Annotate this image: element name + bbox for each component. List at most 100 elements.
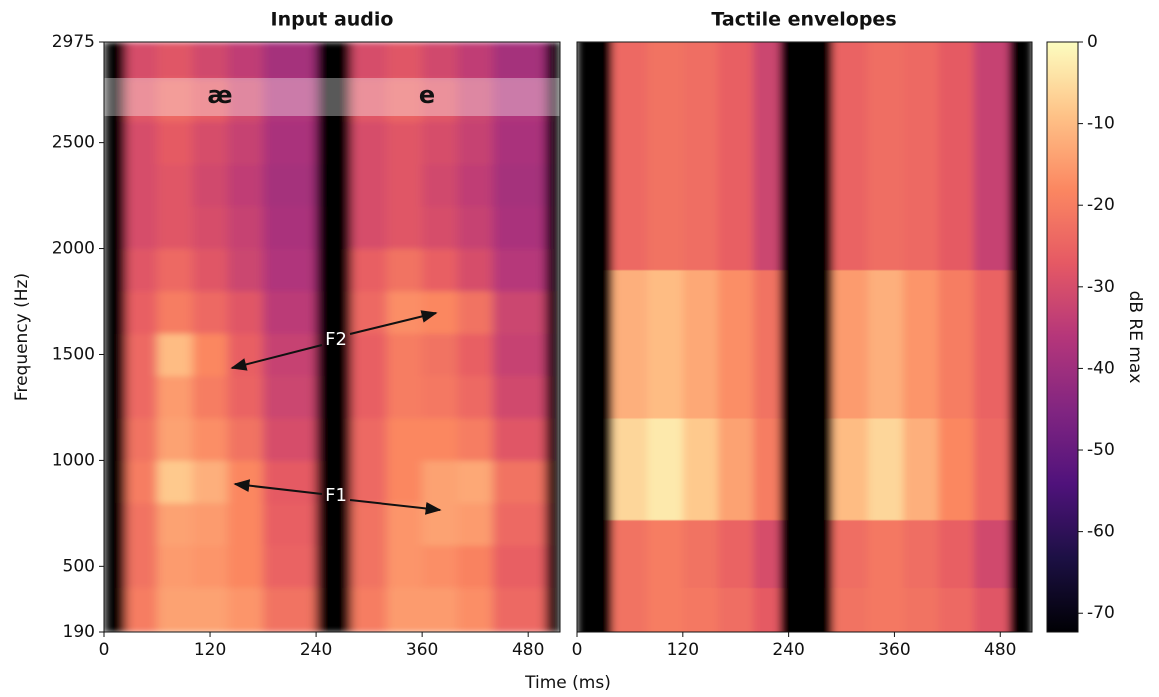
heatmap-cell — [126, 587, 158, 632]
heatmap-cell — [457, 545, 494, 589]
heatmap-cell — [612, 587, 649, 632]
heatmap-cell — [351, 418, 388, 461]
heatmap-cell — [492, 290, 547, 334]
heatmap-cell — [545, 502, 560, 546]
heatmap-cell — [104, 248, 127, 292]
heatmap-cell — [126, 460, 158, 504]
heatmap-cell — [157, 460, 193, 504]
heatmap-cell — [227, 163, 264, 207]
heatmap-cell — [753, 269, 781, 419]
heatmap-cell — [938, 587, 975, 632]
x-tick-label: 0 — [99, 640, 110, 660]
arrow — [233, 479, 323, 495]
cells — [104, 42, 560, 632]
heatmap-cell — [779, 269, 834, 419]
heatmap-cell — [192, 587, 229, 632]
heatmap-cell — [351, 502, 388, 546]
heatmap-cell — [492, 163, 547, 207]
heatmap-cell — [192, 290, 229, 334]
y-tick-label: 2500 — [52, 133, 95, 153]
heatmap-cell — [457, 502, 494, 546]
heatmap-cell — [386, 460, 423, 504]
heatmap-cell — [612, 418, 649, 521]
heatmap-cell — [718, 587, 754, 632]
colorbar-tick-label: -70 — [1087, 603, 1115, 623]
heatmap-cell — [577, 587, 613, 632]
heatmap-cell — [227, 460, 264, 504]
heatmap-cell — [263, 587, 317, 632]
colorbar-tick-label: -30 — [1087, 277, 1115, 297]
heatmap-cell — [422, 206, 458, 250]
heatmap-cell — [316, 375, 352, 419]
heatmap-cell — [104, 163, 127, 207]
heatmap-cell — [867, 587, 904, 632]
heatmap-cell — [263, 545, 317, 589]
heatmap-cell — [227, 502, 264, 546]
heatmap-cell — [126, 418, 158, 461]
heatmap-cell — [192, 248, 229, 292]
heatmap-cell — [545, 418, 560, 461]
y-tick-label: 1500 — [52, 344, 95, 364]
heatmap-cell — [422, 163, 458, 207]
heatmap-cell — [1009, 42, 1032, 271]
heatmap-cell — [351, 333, 388, 377]
heatmap-cell — [386, 418, 423, 461]
heatmap-cell — [386, 248, 423, 292]
heatmap-cell — [492, 502, 547, 546]
heatmap-cell — [157, 248, 193, 292]
heatmap-cell — [104, 79, 127, 122]
heatmap-cell — [126, 121, 158, 165]
y-tick-label: 2000 — [52, 239, 95, 259]
heatmap-cell — [351, 545, 388, 589]
heatmap-cell — [718, 418, 754, 521]
heatmap-cell — [351, 121, 388, 165]
heatmap-cell — [386, 545, 423, 589]
heatmap-cell — [682, 418, 719, 521]
heatmap-cell — [492, 333, 547, 377]
heatmap-cell — [422, 248, 458, 292]
heatmap-cell — [104, 375, 127, 419]
heatmap-cell — [104, 121, 127, 165]
heatmap-cell — [545, 545, 560, 589]
heatmap-cell — [316, 290, 352, 334]
heatmap-cell — [682, 519, 719, 589]
plot-frame — [576, 41, 1033, 633]
heatmap-cell — [422, 42, 458, 80]
heatmap-cell — [647, 519, 684, 589]
heatmap-cell — [316, 248, 352, 292]
heatmap-cell — [157, 290, 193, 334]
x-tick-label: 120 — [194, 640, 226, 660]
heatmap-cell — [316, 333, 352, 377]
annotation: F2 — [325, 329, 347, 350]
heatmap-cell — [422, 545, 458, 589]
colorbar-tick-label: -40 — [1087, 358, 1115, 378]
heatmap-cell — [126, 502, 158, 546]
heatmap-cell — [126, 248, 158, 292]
heatmap-cell — [867, 519, 904, 589]
vowel-band — [104, 78, 560, 116]
heatmap-cell — [457, 163, 494, 207]
heatmap-cell — [104, 42, 127, 80]
x-tick-label: 360 — [878, 640, 910, 660]
heatmap-cell — [227, 79, 264, 122]
heatmap-cell — [545, 42, 560, 80]
heatmap-cell — [1009, 587, 1032, 632]
arrow — [349, 310, 438, 335]
heatmap-cell — [973, 418, 1010, 521]
heatmap-cell — [227, 290, 264, 334]
heatmap-cell — [386, 502, 423, 546]
heatmap-cell — [492, 206, 547, 250]
colorbar — [1046, 41, 1079, 633]
x-tick-label: 480 — [984, 640, 1016, 660]
heatmap-cell — [227, 121, 264, 165]
heatmap-cell — [157, 333, 193, 377]
heatmap-cell — [647, 42, 684, 271]
heatmap-cell — [832, 269, 869, 419]
heatmap-cell — [386, 79, 423, 122]
heatmap-cell — [753, 42, 781, 271]
heatmap-cell — [545, 290, 560, 334]
heatmap-cell — [753, 587, 781, 632]
heatmap-cell — [227, 42, 264, 80]
x-tick-label: 480 — [512, 640, 544, 660]
heatmap-cell — [753, 519, 781, 589]
